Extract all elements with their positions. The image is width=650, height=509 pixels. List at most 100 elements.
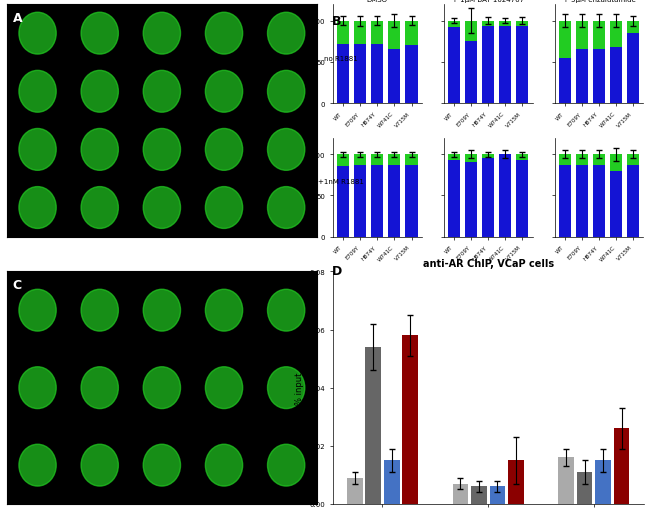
Text: C: C — [13, 279, 22, 292]
Bar — [576, 165, 588, 237]
Ellipse shape — [143, 444, 181, 486]
Text: D: D — [332, 265, 342, 277]
Text: no R1881: no R1881 — [324, 56, 358, 62]
Bar — [471, 487, 487, 504]
Bar — [388, 50, 400, 104]
Bar — [402, 336, 418, 504]
Bar — [371, 45, 383, 104]
Ellipse shape — [19, 129, 56, 171]
Bar — [499, 155, 512, 237]
Ellipse shape — [143, 129, 181, 171]
Bar — [388, 165, 400, 237]
Bar — [465, 21, 477, 42]
Ellipse shape — [81, 187, 118, 229]
Ellipse shape — [143, 367, 181, 409]
Ellipse shape — [205, 290, 242, 331]
Bar — [627, 165, 640, 237]
Ellipse shape — [268, 13, 305, 55]
Ellipse shape — [268, 71, 305, 113]
Bar — [482, 155, 494, 159]
Bar — [448, 155, 460, 160]
Bar — [517, 21, 528, 27]
Ellipse shape — [205, 13, 242, 55]
Ellipse shape — [81, 367, 118, 409]
Bar — [593, 21, 605, 50]
Text: +1nM R1881: +1nM R1881 — [318, 178, 364, 184]
Bar — [489, 487, 505, 504]
Bar — [452, 484, 468, 504]
Ellipse shape — [81, 71, 118, 113]
Bar — [465, 42, 477, 104]
Bar — [508, 461, 524, 504]
Bar — [559, 155, 571, 165]
Bar — [482, 159, 494, 237]
Bar — [406, 21, 417, 46]
Ellipse shape — [143, 290, 181, 331]
Ellipse shape — [205, 444, 242, 486]
Bar — [593, 50, 605, 104]
Ellipse shape — [81, 129, 118, 171]
Bar — [337, 167, 349, 237]
Bar — [559, 165, 571, 237]
Bar — [406, 46, 417, 104]
Ellipse shape — [81, 444, 118, 486]
Bar — [517, 160, 528, 237]
Ellipse shape — [143, 187, 181, 229]
Ellipse shape — [143, 13, 181, 55]
Text: B: B — [332, 15, 341, 28]
Ellipse shape — [268, 290, 305, 331]
Bar — [610, 155, 622, 172]
Text: C: C — [13, 279, 22, 292]
Ellipse shape — [205, 187, 242, 229]
Bar — [365, 347, 381, 504]
Bar — [465, 155, 477, 163]
Bar — [627, 155, 640, 165]
Bar — [559, 21, 571, 59]
Bar — [347, 478, 363, 504]
Bar — [627, 34, 640, 104]
Bar — [610, 21, 622, 48]
Bar — [465, 163, 477, 237]
Bar — [354, 45, 366, 104]
Ellipse shape — [19, 367, 56, 409]
Ellipse shape — [205, 367, 242, 409]
Bar — [371, 155, 383, 165]
Bar — [593, 155, 605, 165]
Bar — [371, 21, 383, 45]
Bar — [448, 28, 460, 104]
Title: + 1μM BAY 1024767: + 1μM BAY 1024767 — [452, 0, 524, 4]
Bar — [406, 165, 417, 237]
Bar — [371, 165, 383, 237]
Ellipse shape — [205, 129, 242, 171]
Ellipse shape — [268, 367, 305, 409]
Bar — [384, 461, 400, 504]
Bar — [448, 21, 460, 28]
Bar — [499, 21, 512, 27]
Ellipse shape — [268, 444, 305, 486]
Ellipse shape — [81, 13, 118, 55]
Bar — [406, 155, 417, 165]
Title: anti-AR ChIP, VCaP cells: anti-AR ChIP, VCaP cells — [422, 259, 554, 268]
Bar — [517, 155, 528, 160]
Ellipse shape — [81, 290, 118, 331]
Bar — [482, 21, 494, 27]
Bar — [614, 429, 629, 504]
Bar — [517, 27, 528, 104]
Ellipse shape — [19, 444, 56, 486]
Bar — [595, 461, 611, 504]
Bar — [337, 21, 349, 45]
Bar — [499, 27, 512, 104]
Bar — [610, 172, 622, 237]
Text: A: A — [13, 12, 22, 25]
Bar — [354, 165, 366, 237]
Bar — [610, 48, 622, 104]
Title: DMSO: DMSO — [367, 0, 387, 4]
Title: + 5μM enzalutamide: + 5μM enzalutamide — [563, 0, 636, 4]
Bar — [354, 21, 366, 45]
Bar — [337, 45, 349, 104]
Bar — [354, 155, 366, 165]
Bar — [627, 21, 640, 34]
Ellipse shape — [19, 290, 56, 331]
Bar — [482, 27, 494, 104]
Ellipse shape — [268, 187, 305, 229]
